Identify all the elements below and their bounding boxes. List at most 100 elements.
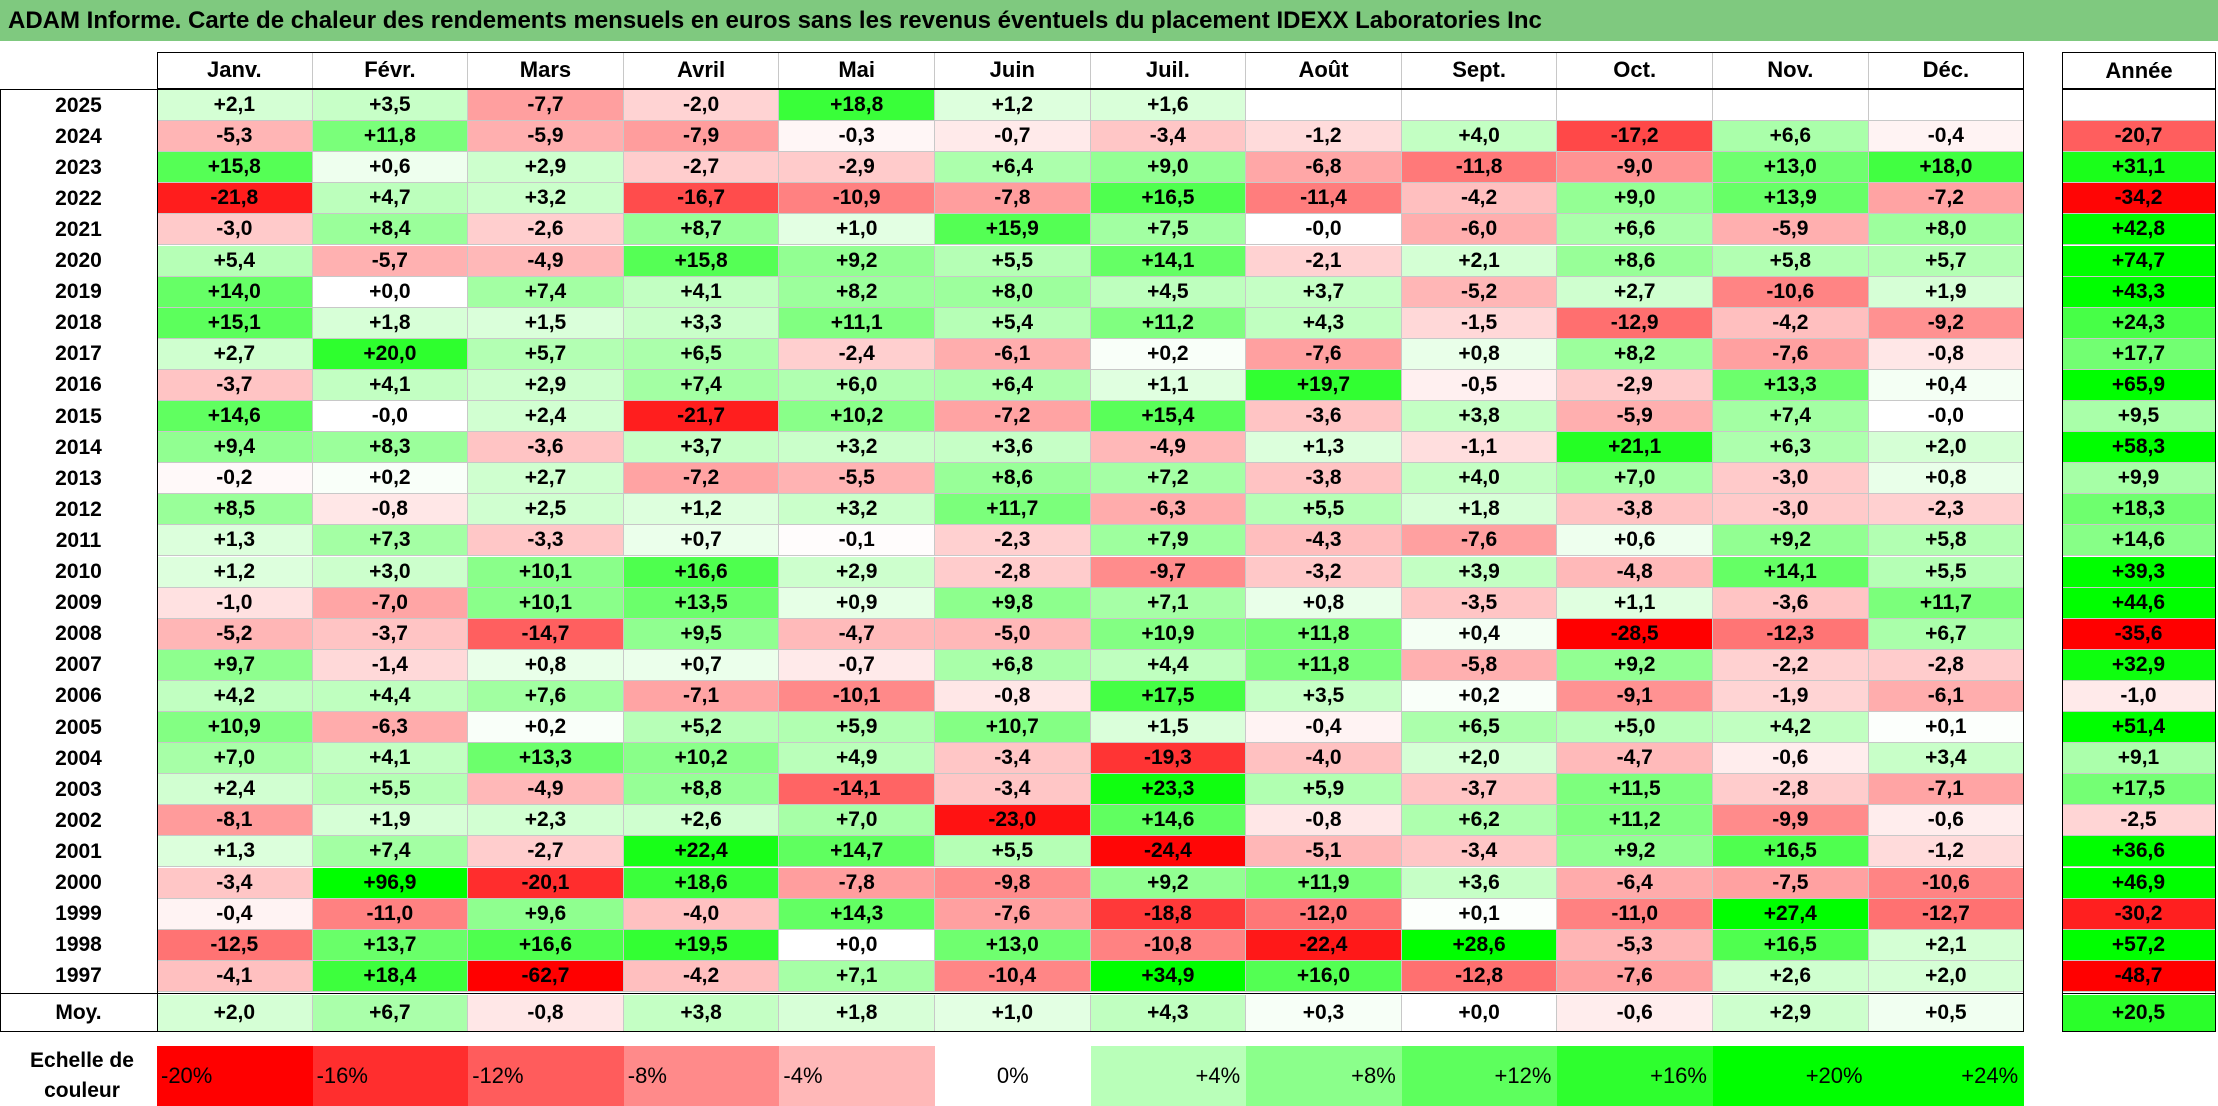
heat-cell: -0,8: [935, 680, 1091, 712]
heat-cell: +0,8: [1401, 338, 1558, 370]
heat-cell: -0,8: [1246, 805, 1402, 837]
heat-cell: +9,2: [1090, 867, 1247, 899]
year-label: 2002: [55, 808, 102, 832]
heat-cell: -1,0: [157, 587, 313, 619]
annual-cell: +44,6: [2062, 587, 2216, 619]
month-header: Mars: [468, 52, 624, 89]
heat-cell: +11,2: [1557, 805, 1713, 837]
heat-cell: -4,2: [1713, 307, 1869, 339]
heat-cell: +5,7: [1868, 245, 2025, 277]
year-label: 2020: [55, 249, 102, 273]
annual-cell: +9,1: [2062, 743, 2216, 775]
heat-cell: +2,4: [468, 401, 624, 433]
heat-cell: +14,1: [1090, 245, 1247, 277]
heat-cell: +19,7: [1246, 369, 1402, 401]
heat-cell: -4,1: [157, 960, 313, 992]
year-label: 2025: [55, 93, 102, 117]
legend-swatch: +24%: [1868, 1046, 2025, 1106]
heat-cell: +9,5: [623, 618, 780, 650]
heat-cell: +5,2: [623, 712, 780, 744]
heat-cell: +15,8: [157, 152, 313, 184]
heat-cell: [1713, 90, 1869, 122]
heat-cell: +23,3: [1090, 774, 1247, 806]
heat-cell: -5,0: [935, 618, 1091, 650]
heat-cell: +0,4: [1868, 369, 2025, 401]
heat-cell: +6,5: [623, 338, 780, 370]
heat-cell: +13,0: [935, 929, 1091, 961]
heat-cell: +1,8: [312, 307, 469, 339]
year-label: 2000: [55, 871, 102, 895]
heat-cell: -9,1: [1557, 680, 1713, 712]
heat-cell: -6,0: [1401, 214, 1558, 246]
heat-cell: -3,4: [1401, 836, 1558, 868]
heat-cell: -7,2: [623, 463, 780, 495]
year-label: 2022: [55, 186, 102, 210]
heat-cell: -5,2: [157, 618, 313, 650]
heat-cell: +14,0: [157, 276, 313, 308]
heat-cell: -3,7: [1401, 774, 1558, 806]
heat-cell: +4,5: [1090, 276, 1247, 308]
heat-cell: +14,6: [157, 401, 313, 433]
heat-cell: +1,3: [157, 836, 313, 868]
legend-swatch: 0%: [935, 1046, 1091, 1106]
heat-cell: -2,2: [1713, 649, 1869, 681]
legend-swatch: +4%: [1090, 1046, 1247, 1106]
heat-cell: -11,0: [1557, 898, 1713, 930]
heat-cell: -0,0: [1246, 214, 1402, 246]
annual-cell: +36,6: [2062, 836, 2216, 868]
annual-cell: -2,5: [2062, 805, 2216, 837]
heat-cell: -1,2: [1868, 836, 2025, 868]
heat-cell: +10,2: [779, 401, 935, 433]
heat-cell: -2,7: [468, 836, 624, 868]
heat-cell: -4,0: [623, 898, 780, 930]
heat-cell: +28,6: [1401, 929, 1558, 961]
annual-cell: +43,3: [2062, 276, 2216, 308]
heat-cell: +0,2: [312, 463, 469, 495]
heat-cell: +20,0: [312, 338, 469, 370]
heat-cell: +5,5: [312, 774, 469, 806]
heat-cell: +0,8: [1868, 463, 2025, 495]
annual-cell: +46,9: [2062, 867, 2216, 899]
heat-cell: -1,1: [1401, 432, 1558, 464]
heat-cell: +34,9: [1090, 960, 1247, 992]
heat-cell: +8,2: [779, 276, 935, 308]
heat-cell: -7,6: [1246, 338, 1402, 370]
heat-cell: -20,1: [468, 867, 624, 899]
heat-cell: +15,1: [157, 307, 313, 339]
heat-cell: +2,7: [468, 463, 624, 495]
heat-cell: +16,6: [468, 929, 624, 961]
heat-cell: +3,4: [1868, 743, 2025, 775]
heat-cell: -9,8: [935, 867, 1091, 899]
heat-cell: +21,1: [1557, 432, 1713, 464]
year-label: 2013: [55, 466, 102, 490]
heat-cell: +4,1: [312, 743, 469, 775]
heat-cell: +2,1: [1868, 929, 2025, 961]
heat-cell: +2,7: [157, 338, 313, 370]
heat-cell: +3,5: [1246, 680, 1402, 712]
heat-cell: -3,4: [935, 743, 1091, 775]
heat-cell: +2,6: [623, 805, 780, 837]
heat-cell: +5,8: [1868, 525, 2025, 557]
annual-header: Année: [2062, 52, 2216, 89]
heat-cell: +13,7: [312, 929, 469, 961]
heat-cell: +7,0: [1557, 463, 1713, 495]
heat-cell: +9,2: [1557, 649, 1713, 681]
heat-cell: -7,2: [935, 401, 1091, 433]
heat-cell: -0,2: [157, 463, 313, 495]
heat-cell: -12,8: [1401, 960, 1558, 992]
heat-cell: -5,5: [779, 463, 935, 495]
year-label: 2004: [55, 746, 102, 770]
average-cell: +0,0: [1401, 994, 1558, 1032]
heat-cell: +1,2: [935, 90, 1091, 122]
heat-cell: -2,8: [935, 556, 1091, 588]
heat-cell: +7,0: [779, 805, 935, 837]
heat-cell: -3,3: [468, 525, 624, 557]
heat-cell: +0,9: [779, 587, 935, 619]
heat-cell: -4,9: [468, 774, 624, 806]
legend-swatch: -20%: [157, 1046, 313, 1106]
annual-cell: +42,8: [2062, 214, 2216, 246]
heat-cell: +6,7: [1868, 618, 2025, 650]
heat-cell: +2,5: [468, 494, 624, 526]
heat-cell: +15,8: [623, 245, 780, 277]
heat-cell: -23,0: [935, 805, 1091, 837]
